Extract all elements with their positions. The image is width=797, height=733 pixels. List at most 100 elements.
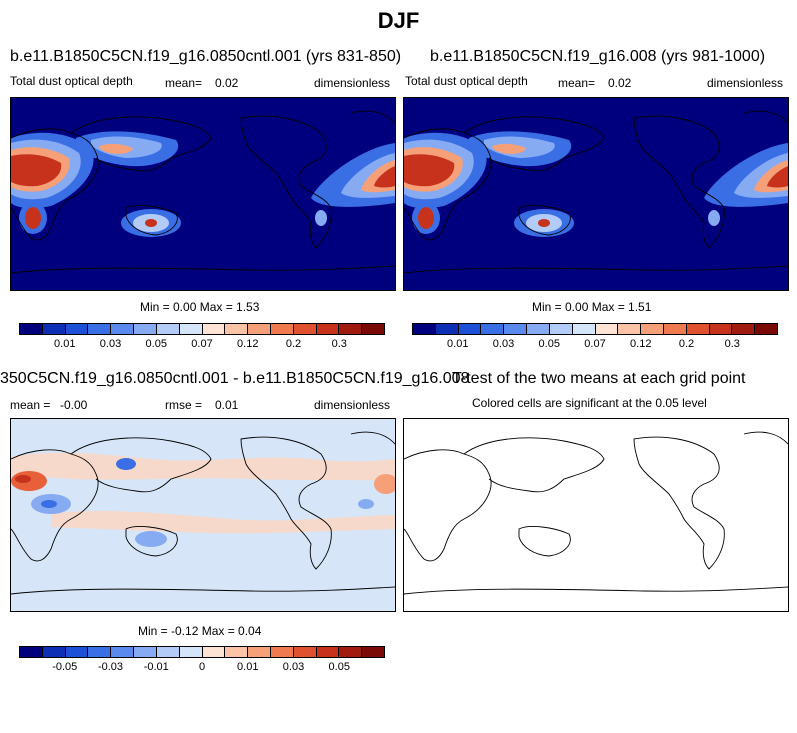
colorbar-top-right-tick-label: 0.3 bbox=[724, 338, 740, 350]
colorbar-top-left-swatch bbox=[316, 324, 340, 334]
colorbar-bottom-left-swatch bbox=[225, 647, 249, 657]
colorbar-bottom-left-swatch bbox=[202, 647, 226, 657]
colorbar-bottom-left-tick-label: -0.03 bbox=[97, 661, 124, 673]
colorbar-top-left-swatch bbox=[134, 324, 157, 334]
colorbar-top-right-labels: 0.01 0.03 0.05 0.07 0.12 0.2 0.3 bbox=[412, 338, 778, 352]
colorbar-top-right-tick-label: 0.05 bbox=[538, 338, 560, 350]
colorbar-top-left-swatch bbox=[225, 324, 249, 334]
colorbar-bottom-left-swatch bbox=[270, 647, 294, 657]
colorbar-bottom-left-tick-label: 0.03 bbox=[282, 661, 305, 673]
colorbar-top-right-tick-label: 0.01 bbox=[447, 338, 469, 350]
colorbar-top-left-swatch bbox=[42, 324, 66, 334]
colorbar-bottom-left-swatch bbox=[134, 647, 157, 657]
colorbar-top-right-swatch bbox=[663, 324, 687, 334]
colorbar-top-left-swatch bbox=[202, 324, 226, 334]
colorbar-top-left-tick-label: 0.03 bbox=[99, 338, 122, 350]
colorbar-top-left-swatch bbox=[339, 324, 363, 334]
colorbar-bottom-left-swatch bbox=[293, 647, 317, 657]
panel3-mean-label: mean = bbox=[10, 398, 51, 412]
colorbar-top-right-tick-label: 0.07 bbox=[584, 338, 606, 350]
colorbar-top-right-swatch bbox=[686, 324, 710, 334]
colorbar-top-right-swatch bbox=[618, 324, 642, 334]
colorbar-top-right bbox=[412, 323, 778, 335]
colorbar-bottom-left-swatch bbox=[362, 647, 384, 657]
colorbar-top-left-swatch bbox=[65, 324, 89, 334]
colorbar-top-right-swatch bbox=[572, 324, 596, 334]
colorbar-bottom-left-tick-label: -0.05 bbox=[52, 661, 78, 673]
panel2-mean-value: 0.02 bbox=[608, 76, 632, 90]
colorbar-top-left-tick-label: 0.01 bbox=[54, 338, 76, 350]
colorbar-top-left-tick-label: 0.07 bbox=[191, 338, 213, 350]
panel2-variable-label: Total dust optical depth bbox=[405, 74, 528, 88]
colorbar-top-left bbox=[19, 323, 385, 335]
colorbar-bottom-left-swatch bbox=[248, 647, 271, 657]
colorbar-top-right-swatch bbox=[595, 324, 619, 334]
panel2-minmax: Min = 0.00 Max = 1.51 bbox=[532, 300, 652, 314]
colorbar-top-right-swatch bbox=[504, 324, 528, 334]
colorbar-top-left-swatch bbox=[179, 324, 203, 334]
colorbar-bottom-left-swatch bbox=[156, 647, 180, 657]
colorbar-top-left-tick-label: 0.2 bbox=[285, 338, 302, 350]
colorbar-top-right-swatch bbox=[755, 324, 777, 334]
colorbar-bottom-left-swatch bbox=[111, 647, 135, 657]
panel2-title: b.e11.B1850C5CN.f19_g16.008 (yrs 981-100… bbox=[430, 48, 766, 65]
colorbar-bottom-left-swatch bbox=[65, 647, 89, 657]
panel4-map bbox=[403, 418, 789, 612]
panel1-variable-label: Total dust optical depth bbox=[10, 74, 133, 88]
colorbar-top-right-tick-label: 0.03 bbox=[492, 338, 515, 350]
panel1-map bbox=[10, 97, 396, 291]
colorbar-top-left-swatch bbox=[20, 324, 43, 334]
colorbar-top-right-swatch bbox=[732, 324, 756, 334]
panel1-minmax: Min = 0.00 Max = 1.53 bbox=[140, 300, 260, 314]
colorbar-top-right-tick-label: 0.2 bbox=[678, 338, 695, 350]
colorbar-bottom-left-swatch bbox=[20, 647, 43, 657]
panel2-units: dimensionless bbox=[707, 76, 784, 90]
colorbar-bottom-left-swatch bbox=[42, 647, 66, 657]
panel3-rmse-label: rmse = bbox=[165, 398, 203, 412]
panel3-units: dimensionless bbox=[314, 398, 391, 412]
colorbar-top-left-swatch bbox=[293, 324, 317, 334]
panel1-title: b.e11.B1850C5CN.f19_g16.0850cntl.001 (yr… bbox=[10, 48, 402, 65]
panel3-rmse-value: 0.01 bbox=[215, 398, 239, 412]
panel2-map bbox=[403, 97, 789, 291]
colorbar-bottom-left-swatch bbox=[339, 647, 363, 657]
panel3-title: 350C5CN.f19_g16.0850cntl.001 - b.e11.B18… bbox=[0, 370, 470, 387]
panel4-subtitle: Colored cells are significant at the 0.0… bbox=[472, 396, 707, 410]
colorbar-bottom-left-swatch bbox=[88, 647, 112, 657]
colorbar-bottom-left-tick-label: 0.01 bbox=[237, 661, 259, 673]
panel1-mean-label: mean= bbox=[165, 76, 203, 90]
colorbar-top-right-swatch bbox=[527, 324, 550, 334]
colorbar-top-right-swatch bbox=[549, 324, 573, 334]
colorbar-top-left-labels: 0.01 0.03 0.05 0.07 0.12 0.2 0.3 bbox=[19, 338, 385, 352]
colorbar-top-right-swatch bbox=[641, 324, 664, 334]
colorbar-top-left-tick-label: 0.12 bbox=[237, 338, 259, 350]
colorbar-top-left-swatch bbox=[270, 324, 294, 334]
colorbar-top-left-swatch bbox=[248, 324, 271, 334]
colorbar-top-right-swatch bbox=[435, 324, 459, 334]
colorbar-bottom-left-tick-label: 0 bbox=[198, 661, 206, 673]
panel1-units: dimensionless bbox=[314, 76, 391, 90]
colorbar-bottom-left-swatch bbox=[316, 647, 340, 657]
colorbar-top-right-swatch bbox=[458, 324, 482, 334]
colorbar-top-right-swatch bbox=[481, 324, 505, 334]
panel3-map bbox=[10, 418, 396, 612]
panel1-mean-value: 0.02 bbox=[215, 76, 239, 90]
colorbar-top-left-swatch bbox=[362, 324, 384, 334]
colorbar-bottom-left bbox=[19, 646, 385, 658]
colorbar-top-right-tick-label: 0.12 bbox=[630, 338, 652, 350]
panel3-minmax: Min = -0.12 Max = 0.04 bbox=[138, 624, 262, 638]
colorbar-top-left-swatch bbox=[156, 324, 180, 334]
colorbar-top-right-swatch bbox=[413, 324, 436, 334]
panel2-mean-label: mean= bbox=[558, 76, 596, 90]
colorbar-top-left-swatch bbox=[111, 324, 135, 334]
colorbar-bottom-left-tick-label: -0.01 bbox=[143, 661, 169, 673]
panel3-mean-value: -0.00 bbox=[60, 398, 88, 412]
colorbar-top-right-swatch bbox=[709, 324, 733, 334]
colorbar-top-left-tick-label: 0.05 bbox=[145, 338, 167, 350]
colorbar-bottom-left-labels: -0.05 -0.03 -0.01 0 0.01 0.03 0.05 bbox=[19, 661, 385, 675]
colorbar-bottom-left-tick-label: 0.05 bbox=[328, 661, 350, 673]
panel4-title: T-test of the two means at each grid poi… bbox=[452, 370, 746, 387]
page-title: DJF bbox=[377, 8, 420, 33]
colorbar-top-left-swatch bbox=[88, 324, 112, 334]
colorbar-top-left-tick-label: 0.3 bbox=[331, 338, 347, 350]
